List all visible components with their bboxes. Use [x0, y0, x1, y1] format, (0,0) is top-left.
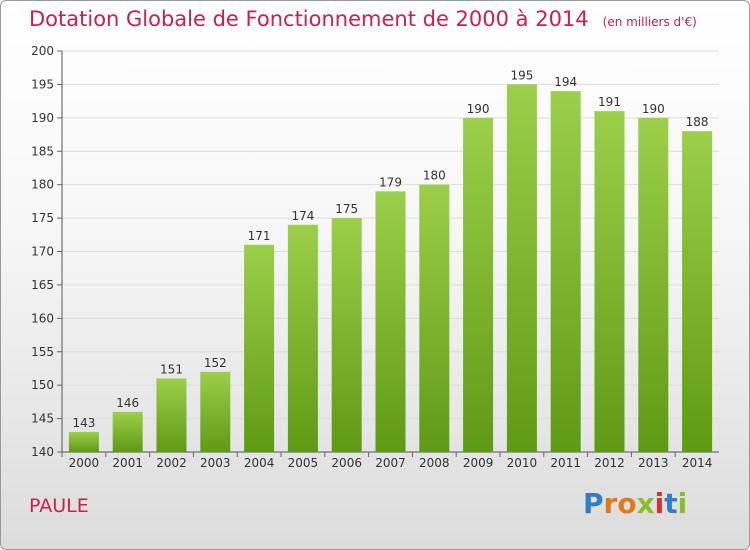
data-label-2006: 175: [335, 202, 358, 216]
x-tick-label: 2014: [682, 456, 713, 470]
data-label-2005: 174: [291, 209, 314, 223]
y-tick-label: 165: [31, 278, 54, 292]
y-tick-label: 175: [31, 211, 54, 225]
y-tick-label: 170: [31, 245, 54, 259]
chart-unit: (en milliers d'€): [602, 15, 697, 29]
x-tick-label: 2003: [200, 456, 231, 470]
data-label-2001: 146: [116, 396, 139, 410]
y-tick-label: 180: [31, 178, 54, 192]
data-label-2009: 190: [467, 102, 490, 116]
bar-2002: [156, 378, 187, 452]
bar-2014: [682, 131, 713, 452]
data-label-2012: 191: [598, 95, 621, 109]
logo-letter: o: [617, 487, 637, 520]
x-tick-label: 2004: [244, 456, 275, 470]
x-tick-label: 2007: [375, 456, 406, 470]
y-tick-label: 190: [31, 111, 54, 125]
logo-letter: x: [636, 487, 655, 520]
x-tick-label: 2012: [594, 456, 625, 470]
bar-2011: [550, 91, 581, 452]
data-label-2002: 151: [160, 362, 183, 376]
y-tick-label: 200: [31, 44, 54, 58]
bar-2013: [638, 117, 669, 452]
x-tick-label: 2002: [156, 456, 187, 470]
logo-letter: i: [654, 487, 665, 520]
data-label-2014: 188: [686, 115, 709, 129]
data-label-2003: 152: [204, 356, 227, 370]
logo-letter: P: [583, 487, 604, 520]
x-tick-label: 2013: [638, 456, 669, 470]
y-tick-label: 160: [31, 311, 54, 325]
axes: 1401451501551601651701751801851901952002…: [31, 44, 719, 470]
y-tick-label: 155: [31, 345, 54, 359]
bar-2009: [463, 117, 494, 452]
bar-2010: [506, 84, 537, 453]
bar-2004: [244, 244, 275, 452]
data-label-2000: 143: [72, 416, 95, 430]
bars: [68, 84, 713, 453]
logo-letter: i: [677, 487, 688, 520]
x-tick-label: 2011: [550, 456, 581, 470]
x-tick-label: 2010: [507, 456, 538, 470]
y-tick-label: 150: [31, 378, 54, 392]
data-label-2008: 180: [423, 169, 446, 183]
logo-letter: t: [664, 487, 678, 520]
y-tick-label: 145: [31, 412, 54, 426]
data-labels: 143 146 151 152 171 174 175 179 180 190 195 194 191 1…: [72, 68, 708, 430]
data-label-2004: 171: [248, 229, 271, 243]
data-label-2011: 194: [554, 75, 577, 89]
proxiti-logo[interactable]: Proxiti: [583, 487, 687, 520]
commune-name: PAULE: [29, 495, 89, 517]
x-tick-label: 2001: [112, 456, 143, 470]
y-tick-label: 185: [31, 144, 54, 158]
data-label-2007: 179: [379, 175, 402, 189]
y-tick-label: 195: [31, 77, 54, 91]
y-tick-label: 140: [31, 445, 54, 459]
data-label-2013: 190: [642, 102, 665, 116]
x-tick-label: 2005: [288, 456, 319, 470]
bar-2005: [287, 224, 318, 452]
bar-2003: [200, 371, 231, 452]
x-tick-label: 2006: [331, 456, 362, 470]
x-tick-label: 2008: [419, 456, 450, 470]
logo-letter: r: [603, 487, 618, 520]
chart-title-text: Dotation Globale de Fonctionnement de 20…: [29, 7, 589, 31]
chart-title: Dotation Globale de Fonctionnement de 20…: [29, 7, 697, 31]
x-tick-label: 2000: [69, 456, 100, 470]
bar-2007: [375, 191, 406, 452]
bar-2006: [331, 218, 362, 452]
bar-2012: [594, 111, 625, 453]
bar-2008: [419, 184, 450, 452]
bar-2001: [112, 411, 143, 452]
data-label-2010: 195: [510, 68, 533, 82]
bar-2000: [68, 431, 99, 452]
x-tick-label: 2009: [463, 456, 494, 470]
